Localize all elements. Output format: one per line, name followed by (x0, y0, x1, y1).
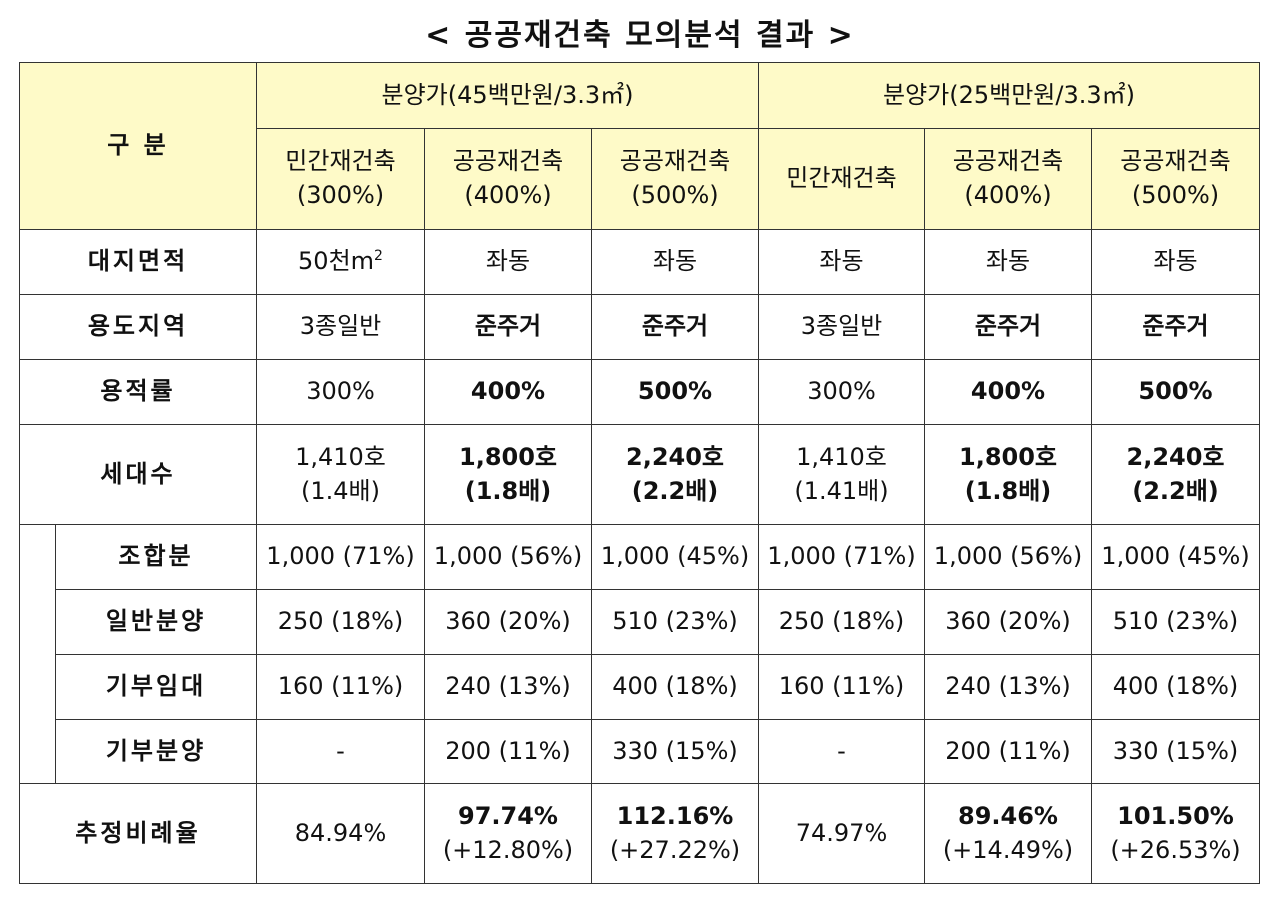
analysis-table: 구 분 분양가(45백만원/3.3㎡) 분양가(25백만원/3.3㎡) 민간재건… (19, 62, 1260, 884)
table-cell: 1,000 (45%) (591, 524, 759, 590)
row-far: 용적률 300% 400% 500% 300% 400% 500% (19, 359, 1260, 425)
row-label: 기부분양 (55, 719, 257, 784)
col-header-2: 공공재건축 (400%) (424, 128, 592, 230)
table-cell: 400 (18%) (1091, 654, 1260, 720)
table-cell: 2,240호 (2.2배) (1091, 424, 1260, 525)
table-cell: 330 (15%) (591, 719, 759, 784)
table-cell: 1,000 (45%) (1091, 524, 1260, 590)
col-header-5: 공공재건축 (400%) (924, 128, 1092, 230)
table-cell: 250 (18%) (758, 589, 925, 655)
row-label: 일반분양 (55, 589, 257, 655)
table-cell: 좌동 (424, 229, 592, 295)
row-label: 용도지역 (19, 294, 257, 360)
table-cell: 200 (11%) (424, 719, 592, 784)
row-donated-sale: 기부분양 - 200 (11%) 330 (15%) - 200 (11%) 3… (20, 719, 1260, 784)
table-cell: 1,000 (71%) (256, 524, 425, 590)
table-cell: 좌동 (1091, 229, 1260, 295)
table-cell: 400% (424, 359, 592, 425)
indent-spacer (19, 524, 56, 784)
table-cell: 74.97% (758, 783, 925, 884)
table-cell: 1,800호 (1.8배) (424, 424, 592, 525)
table-cell: 200 (11%) (924, 719, 1092, 784)
table-cell: 400 (18%) (591, 654, 759, 720)
row-label: 조합분 (55, 524, 257, 590)
table-cell: 1,800호 (1.8배) (924, 424, 1092, 525)
col-header-4: 민간재건축 (758, 128, 925, 230)
table-cell: 50천m2 (256, 229, 425, 295)
table-cell: 400% (924, 359, 1092, 425)
table-cell: 준주거 (424, 294, 592, 360)
table-cell: 101.50% (+26.53%) (1091, 783, 1260, 884)
table-cell: 510 (23%) (591, 589, 759, 655)
row-rate: 추정비례율 84.94% 97.74% (+12.80%) 112.16% (+27… (19, 783, 1260, 884)
table-cell: 준주거 (591, 294, 759, 360)
table-cell: 좌동 (758, 229, 925, 295)
row-donated-rent: 기부임대 160 (11%) 240 (13%) 400 (18%) 160 (… (20, 654, 1260, 720)
row-label: 추정비례율 (19, 783, 257, 884)
table-cell: 240 (13%) (924, 654, 1092, 720)
row-label: 대지면적 (19, 229, 257, 295)
row-zoning: 용도지역 3종일반 준주거 준주거 3종일반 준주거 준주거 (19, 294, 1260, 360)
table-cell: 준주거 (1091, 294, 1260, 360)
table-cell: 510 (23%) (1091, 589, 1260, 655)
col-header-3: 공공재건축 (500%) (591, 128, 759, 230)
row-general-sale: 일반분양 250 (18%) 360 (20%) 510 (23%) 250 (… (20, 589, 1260, 655)
table-cell: 500% (591, 359, 759, 425)
table-cell: 1,410호 (1.4배) (256, 424, 425, 525)
table-cell: 97.74% (+12.80%) (424, 783, 592, 884)
table-cell: 360 (20%) (924, 589, 1092, 655)
col-header-6: 공공재건축 (500%) (1091, 128, 1260, 230)
row-label: 용적률 (19, 359, 257, 425)
table-cell: - (256, 719, 425, 784)
table-cell: 250 (18%) (256, 589, 425, 655)
row-union: 조합분 1,000 (71%) 1,000 (56%) 1,000 (45%) … (19, 524, 1260, 784)
page-title: < 공공재건축 모의분석 결과 > (425, 18, 855, 53)
group-header-25: 분양가(25백만원/3.3㎡) (758, 62, 1260, 129)
table-cell: 300% (758, 359, 925, 425)
table-cell: 160 (11%) (758, 654, 925, 720)
table-cell: 112.16% (+27.22%) (591, 783, 759, 884)
table-cell: 330 (15%) (1091, 719, 1260, 784)
table-cell: 300% (256, 359, 425, 425)
table-cell: 1,000 (71%) (758, 524, 925, 590)
table-cell: 1,000 (56%) (924, 524, 1092, 590)
table-cell: 1,410호 (1.41배) (758, 424, 925, 525)
table-cell: 240 (13%) (424, 654, 592, 720)
table-cell: 2,240호 (2.2배) (591, 424, 759, 525)
group-header-45: 분양가(45백만원/3.3㎡) (256, 62, 759, 129)
table-cell: 좌동 (924, 229, 1092, 295)
row-households: 세대수 1,410호 (1.4배) 1,800호 (1.8배) 2,240호 (2.2… (19, 424, 1260, 525)
table-cell: 1,000 (56%) (424, 524, 592, 590)
col-header-1: 민간재건축 (300%) (256, 128, 425, 230)
table-cell: 좌동 (591, 229, 759, 295)
table-cell: - (758, 719, 925, 784)
table-cell: 360 (20%) (424, 589, 592, 655)
row-label: 기부임대 (55, 654, 257, 720)
row-label: 세대수 (19, 424, 257, 525)
table-cell: 89.46% (+14.49%) (924, 783, 1092, 884)
category-header: 구 분 (19, 62, 257, 230)
row-site-area: 대지면적 50천m2 좌동 좌동 좌동 좌동 좌동 (19, 229, 1260, 295)
table-cell: 160 (11%) (256, 654, 425, 720)
table-cell: 500% (1091, 359, 1260, 425)
table-cell: 3종일반 (758, 294, 925, 360)
table-cell: 3종일반 (256, 294, 425, 360)
table-cell: 84.94% (256, 783, 425, 884)
table-cell: 준주거 (924, 294, 1092, 360)
